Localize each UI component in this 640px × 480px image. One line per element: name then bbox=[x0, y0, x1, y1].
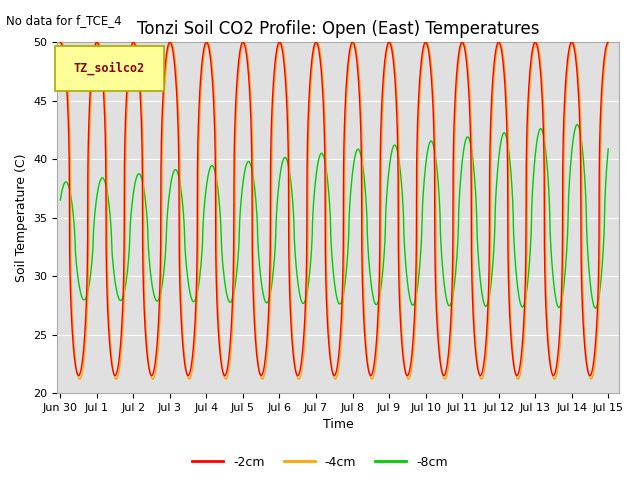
Text: No data for f_TCE_4: No data for f_TCE_4 bbox=[6, 14, 122, 27]
FancyBboxPatch shape bbox=[54, 46, 164, 91]
Title: Tonzi Soil CO2 Profile: Open (East) Temperatures: Tonzi Soil CO2 Profile: Open (East) Temp… bbox=[137, 20, 540, 38]
Text: TZ_soilco2: TZ_soilco2 bbox=[74, 62, 145, 75]
Legend: -2cm, -4cm, -8cm: -2cm, -4cm, -8cm bbox=[187, 451, 453, 474]
Y-axis label: Soil Temperature (C): Soil Temperature (C) bbox=[15, 154, 28, 282]
X-axis label: Time: Time bbox=[323, 419, 354, 432]
